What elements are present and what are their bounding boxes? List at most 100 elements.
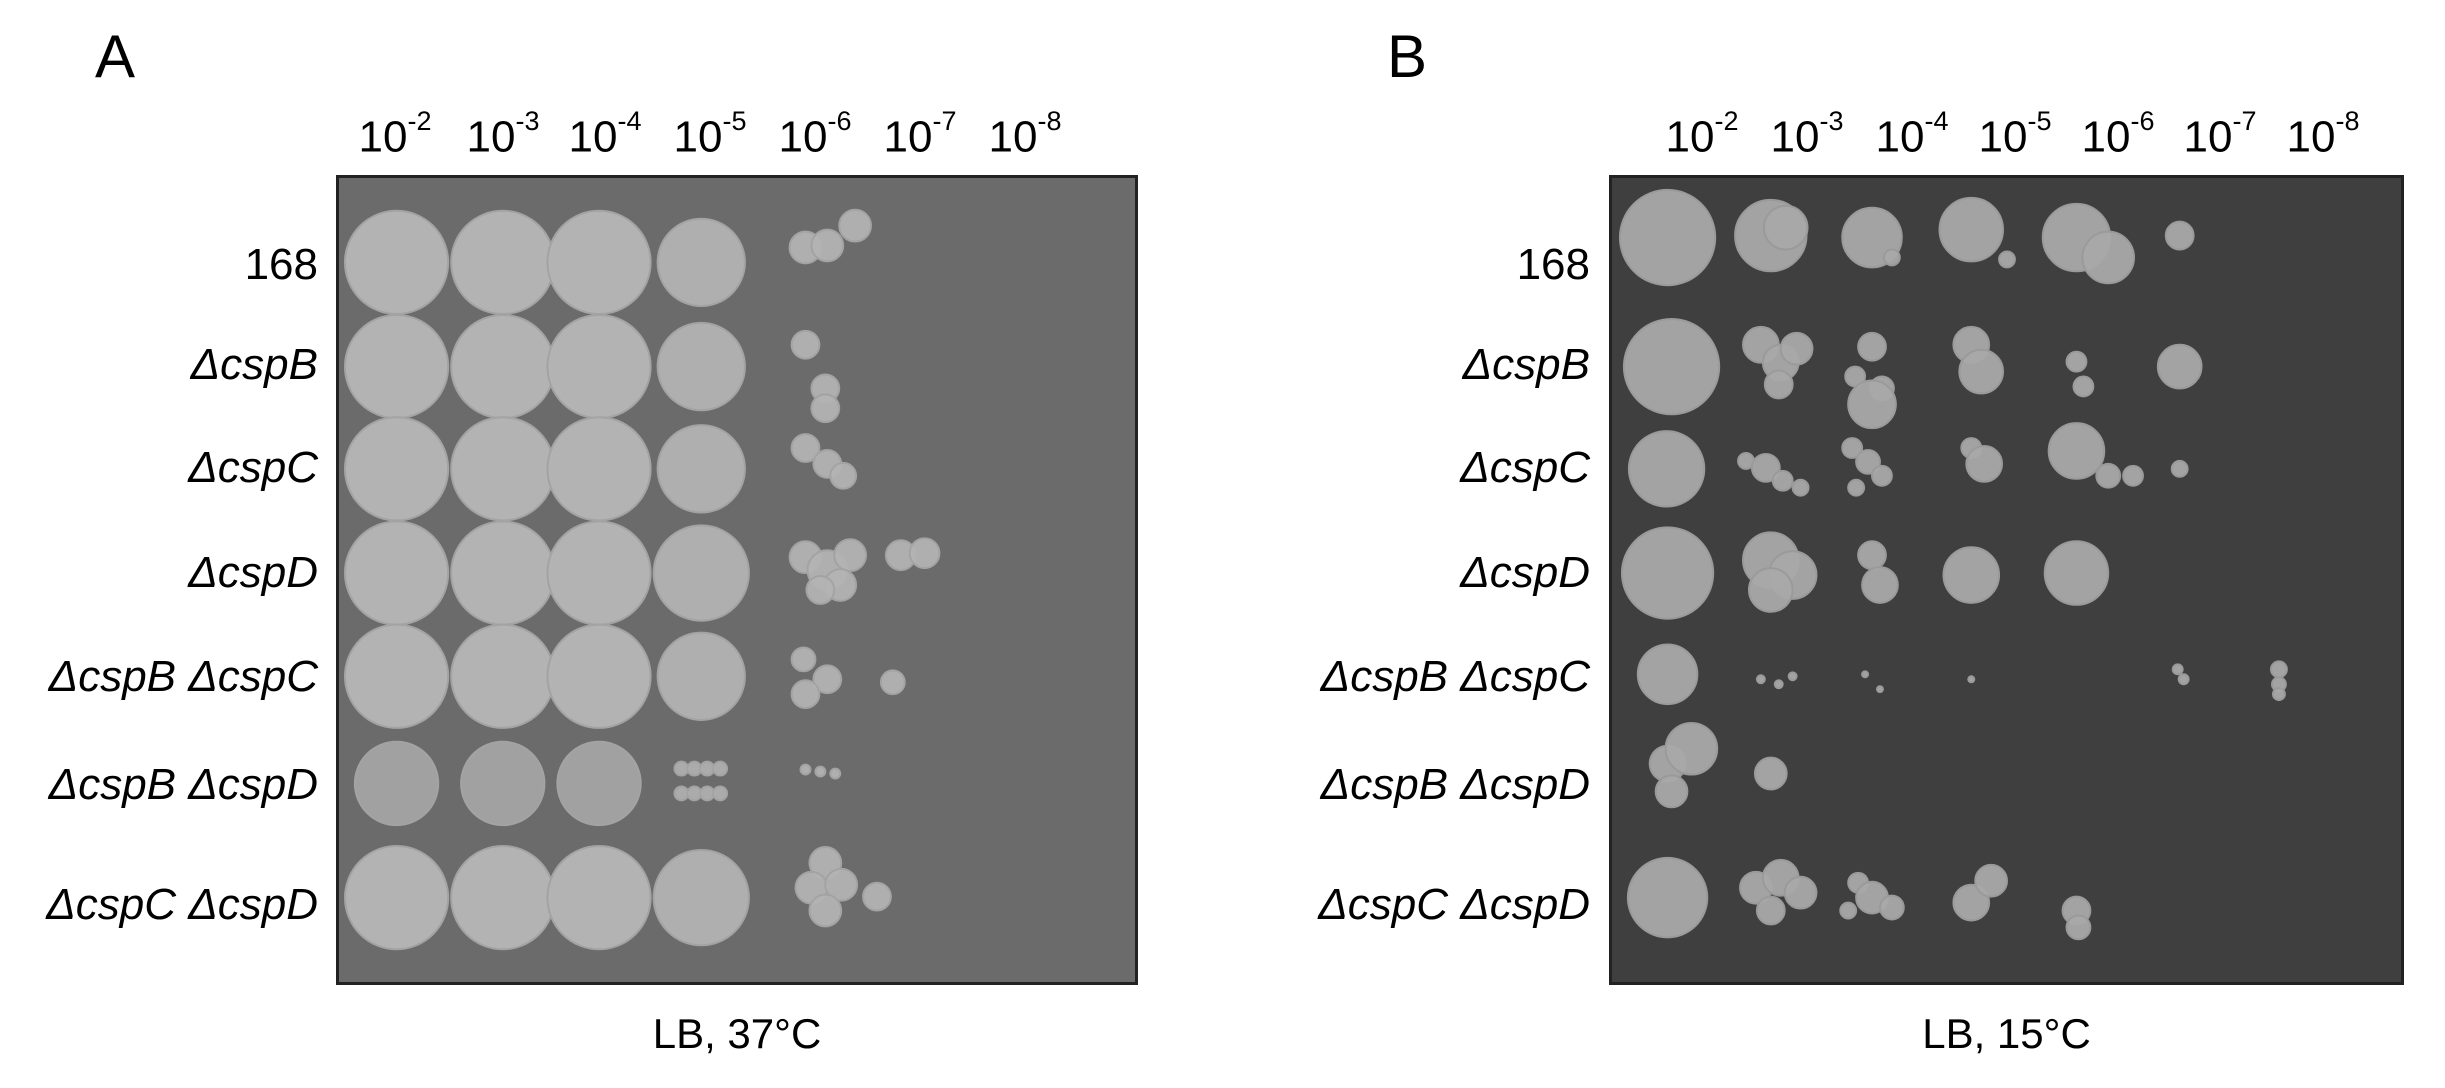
dilution-exponent: -3 — [1819, 106, 1844, 136]
colony-spot — [656, 217, 746, 308]
colony-spot — [2177, 673, 2190, 686]
colony-spot — [546, 520, 652, 626]
dilution-exponent: -7 — [932, 106, 957, 136]
colony-spot — [1861, 670, 1870, 679]
colony-spot — [652, 848, 750, 947]
dilution-exponent: -2 — [407, 106, 432, 136]
colony-spot — [1787, 671, 1798, 682]
colony-spot — [1747, 567, 1794, 613]
strain-labels: 168 ΔcspB ΔcspC ΔcspD ΔcspB ΔcspC ΔcspB … — [0, 0, 318, 1088]
colony-spot — [1755, 895, 1786, 926]
colony-spot — [1847, 379, 1897, 430]
colony-spot — [656, 631, 746, 721]
agar-plate-37c — [336, 175, 1138, 985]
strain-label: ΔcspB ΔcspC — [0, 652, 318, 702]
strain-label-text: ΔcspC — [188, 443, 318, 492]
colony-spot — [686, 760, 703, 777]
dilution-label: 10-5 — [1978, 106, 2052, 162]
colony-spot — [1967, 675, 1976, 684]
strain-label: ΔcspB — [1270, 340, 1590, 390]
colony-spot — [1791, 478, 1810, 497]
colony-spot — [1773, 679, 1784, 690]
dilution-exponent: -5 — [722, 106, 747, 136]
colony-spot — [460, 740, 546, 827]
strain-label: ΔcspC — [1270, 443, 1590, 493]
colony-spot — [546, 416, 652, 522]
colony-spot — [2171, 663, 2184, 676]
colony-spot — [790, 433, 821, 463]
colony-spot — [829, 767, 842, 780]
colony-spot — [656, 424, 746, 514]
dilution-header: 10-2 10-3 10-4 10-5 10-6 10-7 10-8 — [1647, 106, 2427, 172]
colony-spot — [652, 524, 750, 622]
strain-labels: 168 ΔcspB ΔcspC ΔcspD ΔcspB ΔcspC ΔcspB … — [1222, 0, 1590, 1088]
colony-spot — [450, 520, 556, 626]
panel-a: A 10-2 10-3 10-4 10-5 10-6 10-7 10-8 168… — [0, 0, 1222, 1088]
colony-spot — [450, 623, 556, 729]
colony-spot — [1875, 685, 1884, 694]
strain-label-text: 168 — [244, 240, 318, 289]
dilution-exponent: -8 — [2335, 106, 2360, 136]
colony-spot — [343, 623, 450, 729]
colony-spot — [2122, 464, 2144, 487]
colony-spot — [862, 881, 892, 912]
condition-label: LB, 37°C — [652, 1010, 822, 1057]
plate-background — [1612, 178, 2401, 982]
colony-spot — [546, 209, 652, 315]
colony-spot — [1771, 469, 1794, 492]
colony-spot — [1855, 448, 1881, 475]
colony-spot — [799, 763, 812, 776]
strain-label-text: ΔcspD — [1460, 548, 1590, 597]
colony-spot — [908, 537, 941, 570]
colony-spot — [1841, 437, 1864, 459]
strain-label-text: ΔcspB ΔcspC — [1320, 652, 1590, 701]
colony-spot — [450, 209, 556, 315]
colony-spot — [814, 765, 827, 778]
strain-label-text: ΔcspB ΔcspD — [48, 760, 318, 809]
dilution-exponent: -4 — [1924, 106, 1949, 136]
colony-spot — [1779, 331, 1814, 366]
colony-spot — [2269, 660, 2288, 679]
colony-spot — [2170, 459, 2189, 478]
colony-spot — [1938, 196, 2005, 263]
strain-label-text: ΔcspD — [188, 548, 318, 597]
dilution-exponent: -6 — [2130, 106, 2155, 136]
colony-spot — [343, 416, 450, 522]
strain-label: ΔcspD — [1270, 548, 1590, 598]
colony-spot — [712, 760, 729, 777]
colony-spot — [1839, 901, 1858, 920]
colony-spot — [810, 228, 845, 263]
colony-spot — [450, 416, 556, 522]
colony-spot — [2095, 462, 2122, 489]
colony-spot — [2047, 422, 2106, 480]
strain-label-text: ΔcspC — [1460, 443, 1590, 492]
strain-label: ΔcspC ΔcspD — [0, 880, 318, 930]
colony-spot — [833, 538, 868, 573]
colony-spot — [1942, 546, 2001, 604]
dilution-label: 10-3 — [1770, 106, 1844, 162]
colony-spot — [673, 760, 690, 777]
colony-spot — [812, 664, 843, 695]
dilution-label: 10-5 — [673, 106, 747, 162]
dilution-label: 10-8 — [988, 106, 1062, 162]
colony-spot — [1618, 188, 1717, 287]
colony-spot — [1878, 894, 1905, 921]
colony-spot — [2156, 343, 2203, 390]
colony-spot — [343, 845, 450, 951]
panel-b: B 10-2 10-3 10-4 10-5 10-6 10-7 10-8 168… — [1222, 0, 2444, 1088]
strain-label-text: 168 — [1516, 240, 1590, 289]
colony-spot — [1783, 875, 1818, 910]
colony-spot — [2043, 540, 2110, 606]
dilution-exponent: -2 — [1714, 106, 1739, 136]
dilution-label: 10-7 — [883, 106, 957, 162]
colony-spot — [1861, 566, 1899, 604]
colony-spot — [829, 461, 858, 490]
strain-label: ΔcspB — [0, 340, 318, 390]
colony-spot — [343, 313, 450, 420]
plate-image — [1612, 178, 2401, 982]
colony-spot — [353, 740, 440, 827]
dilution-label: 10-7 — [2183, 106, 2257, 162]
strain-label-text: ΔcspC ΔcspD — [46, 880, 318, 929]
colony-spot — [450, 313, 556, 420]
dilution-exponent: -6 — [827, 106, 852, 136]
